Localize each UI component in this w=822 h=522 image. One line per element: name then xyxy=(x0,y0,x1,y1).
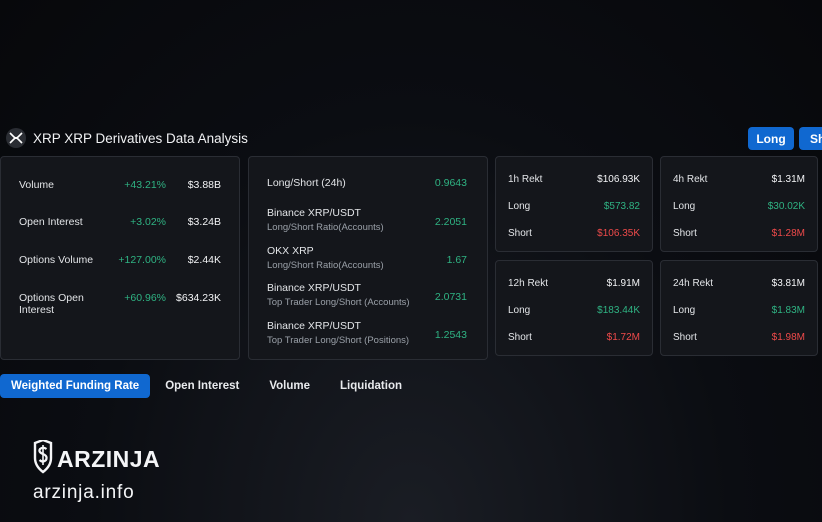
ratio-row: Binance XRP/USDT Long/Short Ratio(Accoun… xyxy=(267,207,467,237)
ratio-title: Binance XRP/USDT xyxy=(267,282,361,294)
ratio-title: Binance XRP/USDT xyxy=(267,320,361,332)
rekt-short-row: Short $1.28M xyxy=(673,228,805,239)
rekt-long-label: Long xyxy=(508,305,531,316)
rekt-label: 12h Rekt xyxy=(508,278,549,289)
rekt-long-value: $1.83M xyxy=(771,305,805,316)
brand-watermark: ARZINJA arzinja.info xyxy=(33,438,161,504)
page-title: XRP XRP Derivatives Data Analysis xyxy=(33,130,248,146)
overview-row: Volume +43.21% $3.88B xyxy=(19,179,221,191)
overview-row: Open Interest +3.02% $3.24B xyxy=(19,216,221,228)
page-header: XRP XRP Derivatives Data Analysis xyxy=(6,128,248,148)
rekt-short-row: Short $1.98M xyxy=(673,332,805,343)
rekt-card-4h: 4h Rekt $1.31M Long $30.02K Short $1.28M xyxy=(660,156,818,252)
tab-liquidation[interactable]: Liquidation xyxy=(340,380,402,392)
overview-row: Options Volume +127.00% $2.44K xyxy=(19,254,221,266)
ratio-value: 0.9643 xyxy=(434,177,467,189)
rekt-short-label: Short xyxy=(508,332,532,343)
rekt-long-row: Long $30.02K xyxy=(673,201,805,212)
tab-volume[interactable]: Volume xyxy=(269,380,311,392)
rekt-short-label: Short xyxy=(508,228,532,239)
rekt-total-row: 24h Rekt $3.81M xyxy=(673,278,805,289)
ratio-value: 2.2051 xyxy=(434,216,467,228)
metric-label: Volume xyxy=(19,179,55,191)
rekt-long-label: Long xyxy=(673,201,696,212)
rekt-total-row: 4h Rekt $1.31M xyxy=(673,174,805,185)
rekt-short-value: $1.28M xyxy=(771,228,805,239)
ratio-value: 1.2543 xyxy=(434,329,467,341)
metric-change: +43.21% xyxy=(124,179,166,191)
metric-change: +3.02% xyxy=(130,216,166,228)
ratio-title: OKX XRP xyxy=(267,245,314,257)
rekt-short-value: $106.35K xyxy=(597,228,640,239)
brand-url: arzinja.info xyxy=(33,482,135,503)
rekt-total-row: 1h Rekt $106.93K xyxy=(508,174,640,185)
ratio-value: 1.67 xyxy=(446,254,467,266)
metric-label: Options Open Interest xyxy=(19,292,84,316)
overview-card: Volume +43.21% $3.88B Open Interest +3.0… xyxy=(0,156,240,360)
ratio-row: Binance XRP/USDT Top Trader Long/Short (… xyxy=(267,282,467,312)
rekt-long-row: Long $183.44K xyxy=(508,305,640,316)
rekt-short-value: $1.72M xyxy=(606,332,640,343)
tab-weighted-funding-rate[interactable]: Weighted Funding Rate xyxy=(0,374,151,398)
tab-open-interest[interactable]: Open Interest xyxy=(165,380,240,392)
rekt-total: $1.31M xyxy=(771,174,805,185)
overview-row: Options Open Interest +60.96% $634.23K xyxy=(19,292,221,316)
ratio-title: Binance XRP/USDT xyxy=(267,207,361,219)
rekt-long-row: Long $573.82 xyxy=(508,201,640,212)
metric-label: Open Interest xyxy=(19,216,83,228)
rekt-total: $106.93K xyxy=(597,174,640,185)
rekt-short-row: Short $106.35K xyxy=(508,228,640,239)
metric-change: +127.00% xyxy=(118,254,166,266)
rekt-long-row: Long $1.83M xyxy=(673,305,805,316)
long-short-ratio-card: Long/Short (24h) 0.9643 Binance XRP/USDT… xyxy=(248,156,488,360)
short-button[interactable]: Sh xyxy=(799,127,822,150)
metric-label: Options Volume xyxy=(19,254,94,266)
rekt-long-value: $573.82 xyxy=(603,201,640,212)
rekt-long-value: $30.02K xyxy=(767,201,805,212)
ratio-value: 2.0731 xyxy=(434,291,467,303)
rekt-short-value: $1.98M xyxy=(771,332,805,343)
ratio-subtitle: Top Trader Long/Short (Accounts) xyxy=(267,297,410,308)
rekt-total: $1.91M xyxy=(606,278,640,289)
metric-change: +60.96% xyxy=(124,292,166,304)
shield-dollar-icon xyxy=(33,438,53,479)
metric-value: $3.24B xyxy=(187,216,221,228)
rekt-card-24h: 24h Rekt $3.81M Long $1.83M Short $1.98M xyxy=(660,260,818,356)
rekt-long-label: Long xyxy=(508,201,531,212)
ratio-subtitle: Long/Short Ratio(Accounts) xyxy=(267,222,384,233)
ratio-row: OKX XRP Long/Short Ratio(Accounts) 1.67 xyxy=(267,245,467,275)
rekt-label: 24h Rekt xyxy=(673,278,714,289)
rekt-short-label: Short xyxy=(673,228,697,239)
long-button[interactable]: Long xyxy=(748,127,794,150)
ratio-row: Long/Short (24h) 0.9643 xyxy=(267,174,467,192)
ratio-title: Long/Short (24h) xyxy=(267,177,346,189)
rekt-short-row: Short $1.72M xyxy=(508,332,640,343)
brand-name: ARZINJA xyxy=(57,446,161,472)
metric-value: $2.44K xyxy=(187,254,221,266)
ratio-subtitle: Top Trader Long/Short (Positions) xyxy=(267,335,410,346)
chart-tabs: Weighted Funding Rate Open Interest Volu… xyxy=(0,374,417,398)
rekt-total: $3.81M xyxy=(771,278,805,289)
rekt-long-value: $183.44K xyxy=(597,305,640,316)
metric-value: $634.23K xyxy=(176,292,221,304)
rekt-label: 4h Rekt xyxy=(673,174,708,185)
rekt-short-label: Short xyxy=(673,332,697,343)
metric-value: $3.88B xyxy=(187,179,221,191)
ratio-subtitle: Long/Short Ratio(Accounts) xyxy=(267,260,384,271)
rekt-label: 1h Rekt xyxy=(508,174,543,185)
rekt-long-label: Long xyxy=(673,305,696,316)
rekt-total-row: 12h Rekt $1.91M xyxy=(508,278,640,289)
ratio-row: Binance XRP/USDT Top Trader Long/Short (… xyxy=(267,320,467,350)
rekt-card-1h: 1h Rekt $106.93K Long $573.82 Short $106… xyxy=(495,156,653,252)
xrp-icon xyxy=(6,128,26,148)
rekt-card-12h: 12h Rekt $1.91M Long $183.44K Short $1.7… xyxy=(495,260,653,356)
